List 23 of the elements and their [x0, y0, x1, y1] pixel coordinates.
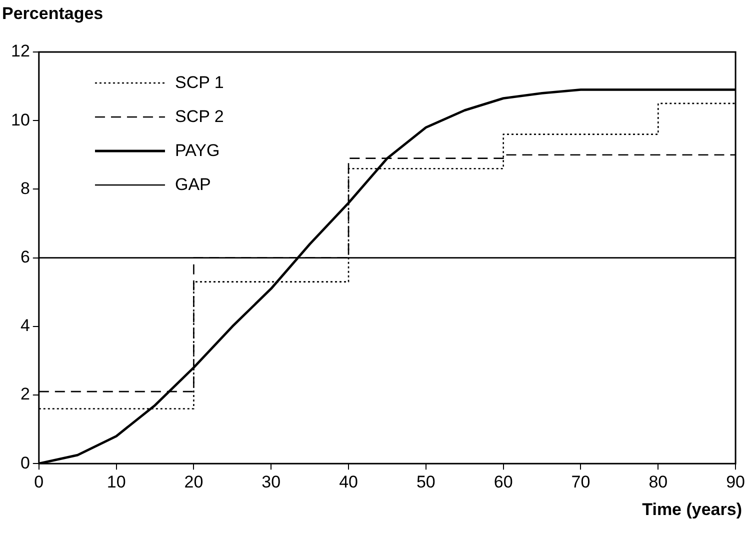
y-axis-title: Percentages [2, 4, 104, 24]
x-axis-title: Time (years) [642, 500, 742, 520]
y-tick-label: 8 [20, 178, 30, 198]
x-tick-label: 30 [262, 472, 281, 492]
y-tick-label: 10 [10, 110, 30, 130]
x-tick-label: 70 [571, 472, 590, 492]
y-tick-label: 6 [20, 247, 30, 266]
x-tick-label: 60 [494, 472, 513, 492]
x-tick-label: 0 [34, 472, 44, 492]
x-tick-label: 50 [416, 472, 436, 492]
x-tick-label: 80 [648, 472, 668, 492]
legend-label: PAYG [175, 141, 220, 161]
legend-label: SCP 1 [175, 73, 224, 93]
x-tick-label: 40 [339, 472, 358, 492]
x-tick-label: 90 [726, 472, 746, 492]
y-tick-label: 4 [20, 316, 30, 336]
y-tick-label: 12 [10, 42, 30, 61]
x-tick-label: 20 [184, 472, 204, 492]
legend-label: SCP 2 [175, 107, 224, 127]
y-tick-label: 0 [20, 453, 30, 472]
x-tick-label: 10 [106, 472, 126, 492]
y-tick-label: 2 [20, 384, 30, 404]
legend-label: GAP [175, 175, 211, 195]
